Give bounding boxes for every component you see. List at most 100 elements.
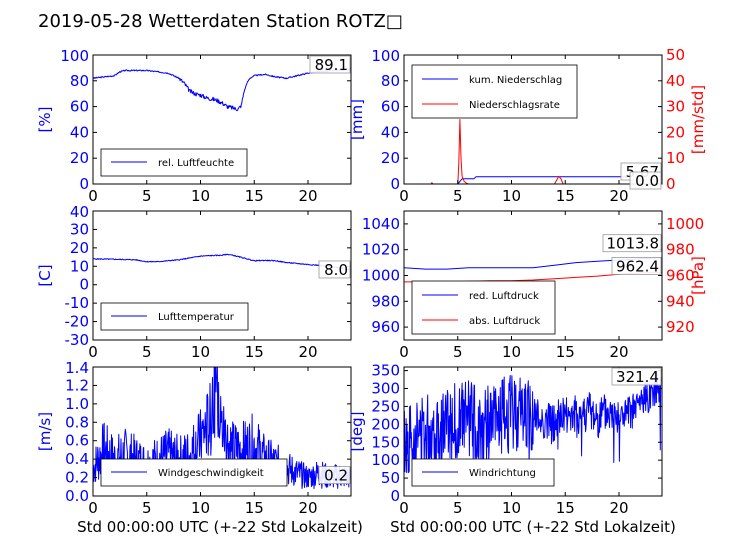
x-tick-label: 15 bbox=[556, 187, 575, 205]
x-tick-label: 0 bbox=[399, 343, 409, 361]
y-axis-label: [deg] bbox=[348, 412, 366, 452]
y-tick-label: 0 bbox=[390, 175, 400, 193]
y-tick-label: 0.4 bbox=[65, 450, 89, 468]
plot-frame bbox=[92, 366, 352, 497]
y-tick-label: 10 bbox=[70, 257, 89, 275]
x-tick-label: 20 bbox=[298, 499, 317, 517]
y-tick-label: 0 bbox=[390, 487, 400, 505]
y-tick-label: 30 bbox=[70, 220, 89, 238]
x-axis-label-right: Std 00:00:00 UTC (+-22 Std Lokalzeit) bbox=[390, 518, 676, 536]
y2-tick-label: 0 bbox=[666, 175, 676, 193]
last-value-label: 962.4 bbox=[616, 257, 659, 275]
legend-box bbox=[411, 64, 578, 119]
plot-frame bbox=[92, 54, 352, 185]
plot-frame bbox=[92, 210, 352, 341]
legend-box bbox=[411, 280, 556, 335]
y-tick-label: 60 bbox=[381, 98, 400, 116]
last-value-box bbox=[309, 55, 351, 74]
y-tick-label: 1000 bbox=[362, 267, 400, 285]
plot-temperature: 0 5 10 15 20-30-20-10010203040[C]Lufttempera… bbox=[36, 203, 352, 361]
y-tick-label: 100 bbox=[371, 47, 400, 65]
y-tick-label: 1020 bbox=[362, 241, 400, 259]
legend-label: rel. Luftfeuchte bbox=[158, 158, 234, 169]
x-tick-label: 15 bbox=[245, 187, 264, 205]
x-tick-label: 15 bbox=[556, 499, 575, 517]
x-tick-label: 10 bbox=[191, 187, 210, 205]
y-tick-label: 100 bbox=[371, 451, 400, 469]
plot-wind-speed: 0 5 10 15 200.00.20.40.60.81.01.21.4[m/s]Win… bbox=[36, 359, 352, 517]
y-tick-label: 1040 bbox=[362, 215, 400, 233]
y-tick-label: 980 bbox=[371, 292, 400, 310]
x-tick-label: 0 bbox=[88, 343, 98, 361]
y-tick-label: 0.8 bbox=[65, 413, 89, 431]
legend-label: Lufttemperatur bbox=[158, 312, 235, 323]
x-tick-label: 20 bbox=[609, 343, 628, 361]
y2-tick-label: 960 bbox=[666, 267, 695, 285]
x-tick-label: 10 bbox=[502, 343, 521, 361]
last-value-label: 321.4 bbox=[616, 368, 659, 386]
last-value-label: 0.0 bbox=[635, 172, 659, 190]
y-tick-label: 200 bbox=[371, 415, 400, 433]
y-tick-label: 250 bbox=[371, 397, 400, 415]
x-tick-label: 10 bbox=[191, 499, 210, 517]
x-tick-label: 0 bbox=[88, 187, 98, 205]
y-tick-label: 60 bbox=[70, 98, 89, 116]
y-tick-label: 0.2 bbox=[65, 469, 89, 487]
legend-label: Niederschlagsrate bbox=[469, 100, 560, 111]
last-value-label: 8.0 bbox=[324, 261, 348, 279]
last-value-label: 0.2 bbox=[324, 467, 348, 485]
y-tick-label: 40 bbox=[70, 123, 89, 141]
legend-label: Windrichtung bbox=[469, 468, 536, 479]
plot-pressure: 0 5 10 15 20 960 980 1000 1020 1040 920 940 960 980 10… bbox=[362, 210, 707, 361]
y2-tick-label: 920 bbox=[666, 318, 695, 336]
y2-tick-label: 20 bbox=[666, 123, 685, 141]
series-line-kum-niederschlag bbox=[404, 176, 662, 184]
plot-wind-direction: 0 5 10 15 20050100150200250300350[deg]Windri… bbox=[348, 362, 663, 517]
y-tick-label: -30 bbox=[65, 331, 90, 349]
y-tick-label: 0.6 bbox=[65, 432, 89, 450]
y-tick-label: 50 bbox=[381, 469, 400, 487]
y-axis-label: [mm] bbox=[348, 99, 366, 140]
y-tick-label: 1.2 bbox=[65, 376, 89, 394]
y-tick-label: 150 bbox=[371, 433, 400, 451]
y-tick-label: 1.4 bbox=[65, 359, 89, 377]
y2-tick-label: 40 bbox=[666, 72, 685, 90]
x-tick-label: 20 bbox=[609, 499, 628, 517]
last-value-box bbox=[611, 257, 662, 275]
y-tick-label: 0 bbox=[79, 175, 89, 193]
x-tick-label: 5 bbox=[142, 187, 152, 205]
x-tick-label: 20 bbox=[298, 187, 317, 205]
series-line-windrichtung bbox=[404, 370, 662, 475]
legend-label: red. Luftdruck bbox=[469, 291, 539, 302]
y-tick-label: -10 bbox=[65, 294, 90, 312]
plot-humidity: 0 5 10 15 20 0 20 40 60 80 100 [%] rel. Luftfeuchte 8… bbox=[36, 47, 352, 205]
series-group bbox=[404, 370, 662, 475]
x-tick-label: 15 bbox=[245, 343, 264, 361]
y-tick-label: 960 bbox=[371, 318, 400, 336]
y-axis-label: [m/s] bbox=[36, 412, 54, 451]
last-value-label: 1013.8 bbox=[607, 235, 660, 253]
legend-label: abs. Luftdruck bbox=[469, 316, 540, 327]
y-tick-label: 40 bbox=[381, 123, 400, 141]
x-tick-label: 10 bbox=[191, 343, 210, 361]
x-tick-label: 5 bbox=[453, 343, 463, 361]
series-line-rel-luftfeuchte bbox=[93, 68, 351, 112]
y-tick-label: 0.0 bbox=[65, 487, 89, 505]
y-tick-label: 1.0 bbox=[65, 395, 89, 413]
y-tick-label: 350 bbox=[371, 362, 400, 380]
series-group bbox=[93, 253, 351, 271]
x-tick-label: 5 bbox=[142, 499, 152, 517]
y2-tick-label: 980 bbox=[666, 241, 695, 259]
plot-frame bbox=[403, 366, 663, 497]
y2-axis-label: [mm/std] bbox=[689, 85, 707, 154]
x-tick-label: 0 bbox=[399, 187, 409, 205]
y-tick-label: 20 bbox=[70, 149, 89, 167]
x-tick-label: 15 bbox=[245, 499, 264, 517]
y-tick-label: 80 bbox=[70, 72, 89, 90]
y2-tick-label: 30 bbox=[666, 98, 685, 116]
last-value-label: 89.1 bbox=[315, 56, 348, 74]
y-tick-label: 300 bbox=[371, 380, 400, 398]
y-tick-label: 100 bbox=[60, 47, 89, 65]
y-tick-label: 80 bbox=[381, 72, 400, 90]
